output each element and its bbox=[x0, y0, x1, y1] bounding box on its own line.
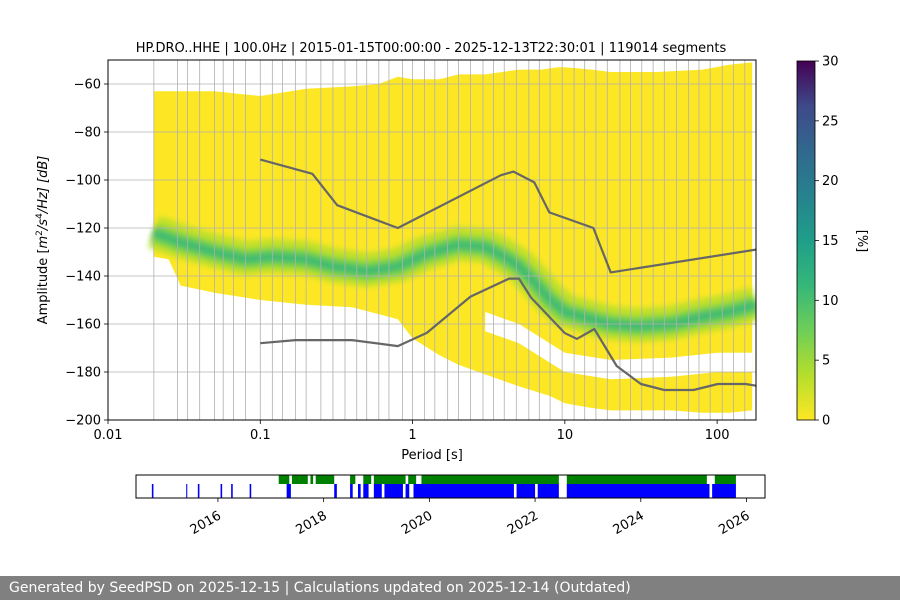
availability-blue-span bbox=[151, 484, 154, 498]
availability-green-span bbox=[363, 475, 372, 484]
y-tick-label: −120 bbox=[65, 222, 101, 237]
x-tick-label: 100 bbox=[705, 428, 730, 443]
y-tick-label: −100 bbox=[65, 174, 101, 189]
availability-bars bbox=[151, 475, 736, 498]
colorbar-tick-label: 30 bbox=[822, 55, 839, 70]
availability-blue-span bbox=[350, 484, 353, 498]
y-tick-label: −80 bbox=[74, 126, 101, 141]
availability-blue-span bbox=[373, 484, 382, 498]
y-axis: −200 −180 −160 −140 −120 −100 −80 −60 bbox=[65, 78, 108, 429]
density-layer bbox=[148, 62, 756, 413]
density-gap bbox=[485, 312, 753, 380]
availability-blue-span bbox=[516, 484, 536, 498]
x-tick-label: 0.1 bbox=[250, 428, 271, 443]
availability-blue-span bbox=[186, 484, 188, 498]
colorbar-tick-label: 10 bbox=[822, 294, 839, 309]
colorbar-ticks: 0 5 10 15 20 25 30 bbox=[815, 55, 839, 429]
availability-tick-label: 2026 bbox=[716, 508, 752, 538]
colorbar-tick-label: 25 bbox=[822, 114, 839, 129]
availability-green-span bbox=[408, 475, 417, 484]
availability-blue-span bbox=[712, 484, 736, 498]
availability-blue-span bbox=[405, 484, 410, 498]
y-tick-label: −180 bbox=[65, 366, 101, 381]
series-line-nlnm bbox=[260, 277, 756, 392]
availability-green-span bbox=[291, 475, 308, 484]
colorbar: 0 5 10 15 20 25 30 [%] bbox=[796, 55, 869, 429]
colorbar-tick-label: 20 bbox=[822, 174, 839, 189]
availability-green-span bbox=[421, 475, 559, 484]
availability-blue-span bbox=[286, 484, 291, 498]
availability-green-span bbox=[310, 475, 314, 484]
x-tick-label: 10 bbox=[557, 428, 574, 443]
availability-green-span bbox=[373, 475, 406, 484]
availability-frame bbox=[135, 474, 766, 499]
availability-tick-label: 2022 bbox=[505, 508, 541, 538]
availability-timeline: 2016 2018 2020 2022 2024 2026 bbox=[135, 474, 766, 538]
availability-ticks: 2016 2018 2020 2022 2024 2026 bbox=[188, 498, 753, 538]
y-tick-label: −200 bbox=[65, 414, 101, 429]
availability-tick-label: 2020 bbox=[399, 508, 435, 538]
series-layer bbox=[260, 158, 756, 392]
grid-layer bbox=[108, 60, 756, 420]
y-axis-label: Amplitude [m2/s4/Hz] [dB] bbox=[35, 156, 51, 325]
y-tick-label: −140 bbox=[65, 270, 101, 285]
availability-blue-span bbox=[334, 484, 337, 498]
x-tick-label: 1 bbox=[408, 428, 416, 443]
availability-green-span bbox=[714, 475, 736, 484]
x-axis-label: Period [s] bbox=[401, 448, 463, 463]
colorbar-label: [%] bbox=[854, 230, 869, 253]
colorbar-tick-label: 15 bbox=[822, 234, 839, 249]
availability-blue-span bbox=[220, 484, 223, 498]
availability-blue-span bbox=[197, 484, 200, 498]
availability-tick-label: 2024 bbox=[611, 508, 647, 538]
availability-blue-span bbox=[231, 484, 233, 498]
density-mode-core bbox=[152, 229, 756, 330]
plot-frame bbox=[107, 59, 757, 421]
availability-green-span bbox=[315, 475, 335, 484]
availability-blue-span bbox=[363, 484, 369, 498]
psd-figure: HP.DRO..HHE | 100.0Hz | 2015-01-15T00:00… bbox=[35, 41, 869, 538]
availability-blue-span bbox=[413, 484, 514, 498]
availability-blue-span bbox=[537, 484, 559, 498]
series-line-nhnm bbox=[260, 158, 756, 274]
y-tick-label: −160 bbox=[65, 318, 101, 333]
availability-blue-span bbox=[566, 484, 710, 498]
availability-tick-label: 2018 bbox=[293, 508, 329, 538]
colorbar-tick-label: 0 bbox=[822, 414, 830, 429]
availability-green-span bbox=[278, 475, 290, 484]
availability-blue-span bbox=[384, 484, 403, 498]
availability-tick-label: 2016 bbox=[188, 508, 224, 538]
availability-blue-span bbox=[249, 484, 252, 498]
availability-blue-span bbox=[358, 484, 361, 498]
x-tick-label: 0.01 bbox=[94, 428, 123, 443]
footer-status: Generated by SeedPSD on 2025-12-15 | Cal… bbox=[0, 576, 900, 600]
availability-green-span bbox=[566, 475, 707, 484]
colorbar-tick-label: 5 bbox=[822, 354, 830, 369]
x-axis: 0.01 0.1 1 10 100 bbox=[94, 420, 730, 443]
y-tick-label: −60 bbox=[74, 78, 101, 93]
colorbar-gradient bbox=[796, 60, 816, 421]
plot-area bbox=[107, 59, 757, 421]
chart-title: HP.DRO..HHE | 100.0Hz | 2015-01-15T00:00… bbox=[136, 41, 727, 56]
availability-green-span bbox=[350, 475, 356, 484]
